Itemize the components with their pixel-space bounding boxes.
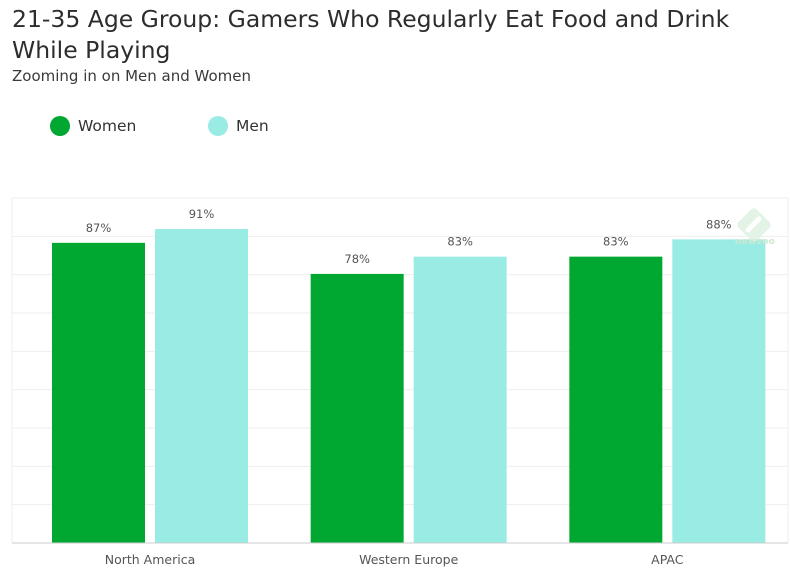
legend-item-women: Women bbox=[50, 116, 136, 136]
newzoo-watermark-text: newzoo bbox=[734, 237, 776, 247]
data-label-women: 83% bbox=[603, 235, 629, 249]
bar-men bbox=[413, 256, 507, 543]
data-label-men: 91% bbox=[189, 207, 215, 221]
data-label-women: 78% bbox=[344, 252, 370, 266]
x-tick-label: Western Europe bbox=[359, 552, 459, 567]
data-label-men: 83% bbox=[447, 235, 473, 249]
bar-men bbox=[155, 229, 248, 544]
bar-women bbox=[310, 273, 404, 543]
data-label-women: 87% bbox=[86, 221, 112, 235]
legend-label-women: Women bbox=[78, 117, 137, 135]
chart-title: 21-35 Age Group: Gamers Who Regularly Ea… bbox=[12, 5, 730, 64]
bar-women bbox=[52, 242, 145, 543]
bar-women bbox=[569, 256, 663, 543]
data-label-men: 88% bbox=[706, 217, 732, 231]
legend-swatch-men bbox=[208, 116, 228, 136]
x-tick-label: North America bbox=[105, 552, 196, 567]
legend-swatch-women bbox=[50, 116, 70, 136]
newzoo-logo-icon bbox=[737, 208, 771, 242]
chart-subtitle: Zooming in on Men and Women bbox=[12, 67, 252, 85]
legend-item-men: Men bbox=[208, 116, 269, 136]
bar-men bbox=[672, 239, 766, 543]
legend-label-men: Men bbox=[236, 117, 269, 135]
x-tick-label: APAC bbox=[651, 552, 684, 567]
